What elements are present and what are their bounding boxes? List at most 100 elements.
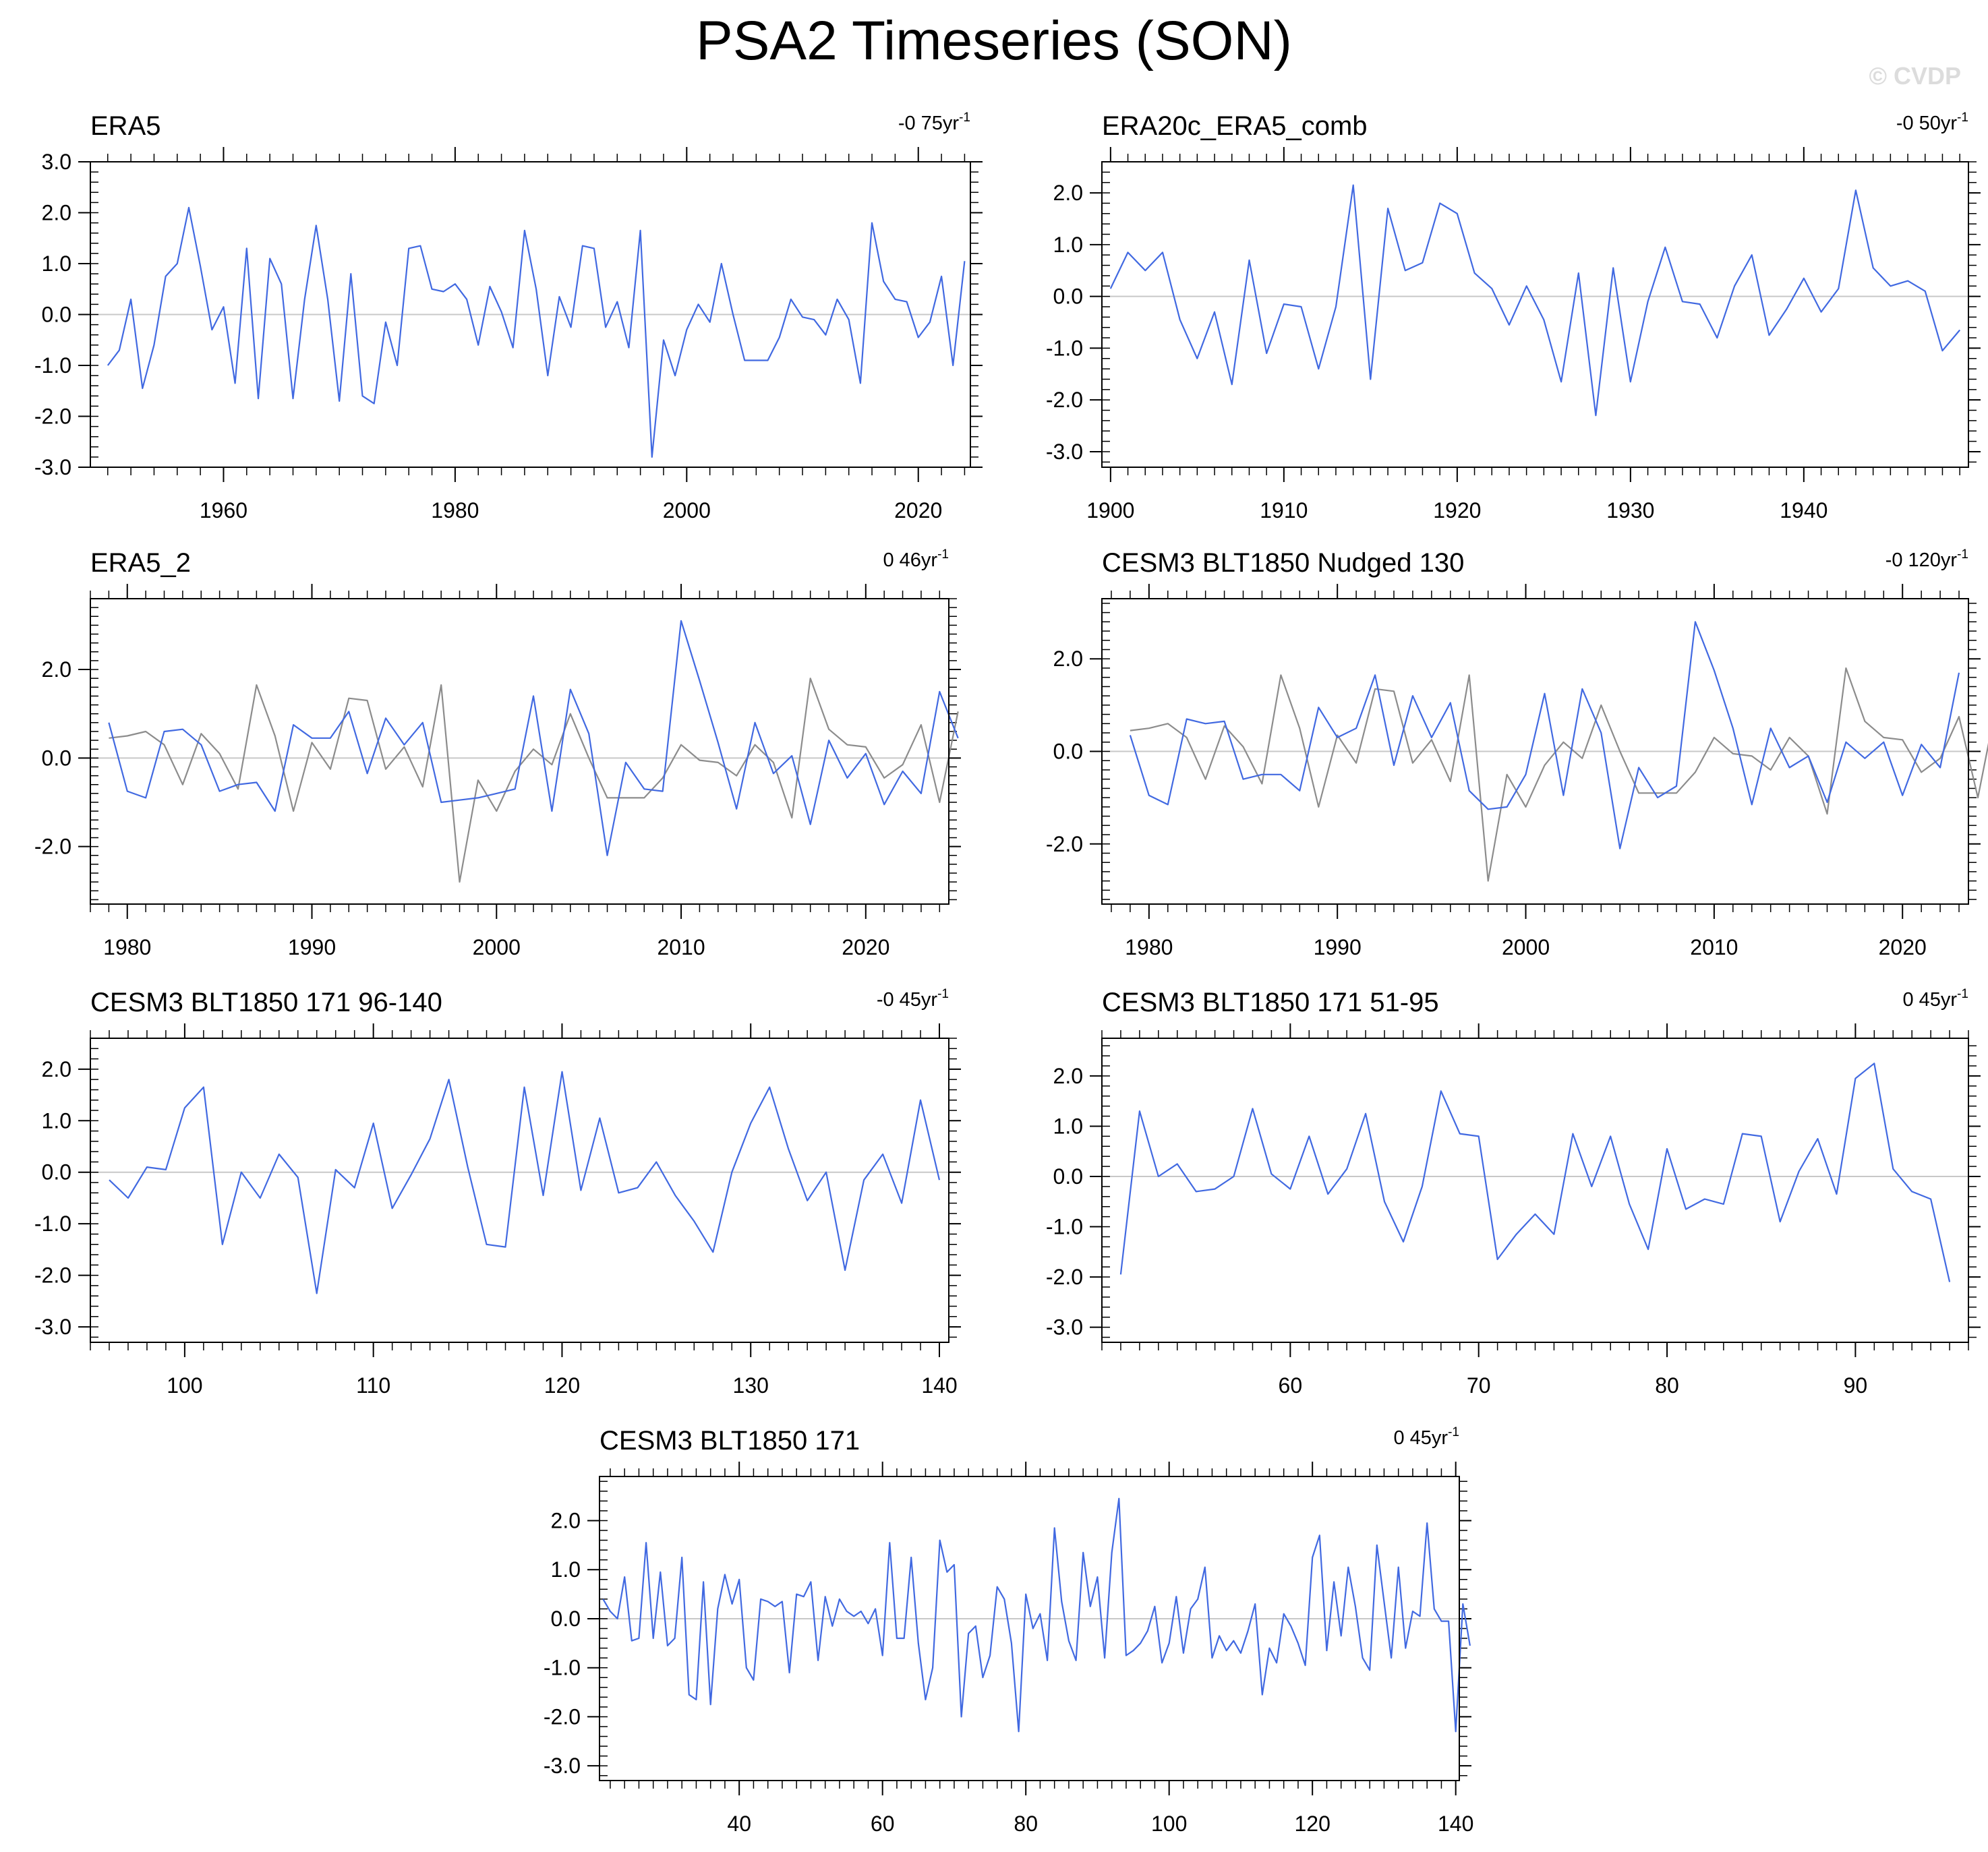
panel-7: -3.0 -2.0 -1.0 0.0 1.0 2.0 40 60 80 100 120 140 CESM… (544, 1425, 1474, 1836)
panel-3-y-tick-label: 2.0 (42, 657, 71, 682)
panel-5-x-tick-label: 140 (921, 1373, 957, 1398)
panel-6-trend: 0 45yr-1 (1902, 987, 1968, 1011)
panel-6-y-tick-label: 2.0 (1053, 1064, 1083, 1088)
panel-6-x-tick-label: 90 (1844, 1373, 1868, 1398)
panel-4-trend: -0 120yr-1 (1885, 547, 1968, 571)
panel-7-x-tick-label: 120 (1294, 1812, 1330, 1836)
panel-4-y-tick-label: 2.0 (1053, 647, 1083, 671)
panel-7-y-tick-label: -2.0 (544, 1704, 581, 1729)
panel-3-series-era5-2 (108, 620, 959, 856)
panel-5-y-tick-label: 0.0 (42, 1160, 71, 1185)
panel-5-y-tick-label: 1.0 (42, 1108, 71, 1133)
panel-2-y-tick-label: -2.0 (1046, 388, 1083, 412)
panel-6: -3.0 -2.0 -1.0 0.0 1.0 2.0 60 70 80 90 CESM3 BLT18… (1046, 987, 1981, 1398)
panel-1-y-tick-label: -2.0 (34, 405, 71, 429)
panel-4-y-tick-label: 0.0 (1053, 740, 1083, 764)
panel-3: -2.0 0.0 2.0 1980 1990 2000 2010 2020 ERA5_2 0 46… (34, 547, 961, 959)
panel-6-title: CESM3 BLT1850 171 51-95 (1102, 988, 1439, 1017)
panel-1: -3.0 -2.0 -1.0 0.0 1.0 2.0 3.0 1960 1980 2000 2020… (34, 111, 983, 522)
panel-4-y-tick-label: -2.0 (1046, 832, 1083, 856)
panel-3-title: ERA5_2 (90, 548, 191, 578)
panel-6-series-cesm3-blt1850-171-51-95 (1119, 1063, 1951, 1282)
panel-4-x-tick-label: 1990 (1314, 935, 1362, 959)
panel-7-x-tick-label: 80 (1014, 1812, 1038, 1836)
panel-7-x-tick-label: 40 (727, 1812, 751, 1836)
panel-2-x-tick-label: 1930 (1606, 498, 1654, 522)
panel-5-y-tick-label: 2.0 (42, 1057, 71, 1081)
panel-5-x-tick-label: 130 (733, 1373, 769, 1398)
panel-7-x-tick-label: 100 (1151, 1812, 1187, 1836)
panel-7-y-tick-label: 2.0 (551, 1508, 581, 1532)
panel-7-series-cesm3-blt1850-171 (602, 1497, 1471, 1733)
panel-1-frame (90, 161, 971, 468)
panel-2-y-tick-label: -3.0 (1046, 440, 1083, 464)
panel-6-y-tick-label: -1.0 (1046, 1215, 1083, 1239)
panel-7-title: CESM3 BLT1850 171 (600, 1426, 860, 1456)
panel-3-y-tick-label: -2.0 (34, 835, 71, 859)
panel-2-x-tick-label: 1940 (1780, 498, 1828, 522)
panel-1-series-era5 (107, 206, 966, 458)
panel-7-x-tick-label: 140 (1438, 1812, 1473, 1836)
page-title: PSA2 Timeseries (SON) (696, 10, 1292, 71)
panel-5-x-tick-label: 110 (356, 1373, 390, 1398)
panel-6-y-tick-label: 0.0 (1053, 1164, 1083, 1189)
panel-4-x-tick-label: 2020 (1879, 935, 1927, 959)
panel-7-trend: 0 45yr-1 (1393, 1425, 1459, 1449)
panel-6-y-tick-label: -3.0 (1046, 1315, 1083, 1340)
panel-7-y-tick-label: -1.0 (544, 1656, 581, 1680)
panel-2-series-era20c-era5-comb (1109, 184, 1961, 417)
panel-2-y-tick-label: 2.0 (1053, 181, 1083, 205)
panel-2-y-tick-label: -1.0 (1046, 336, 1083, 360)
panel-1-x-tick-label: 2020 (894, 498, 942, 522)
panel-1-y-tick-label: 1.0 (42, 251, 71, 276)
panel-1-y-tick-label: 3.0 (42, 150, 71, 174)
panel-1-title: ERA5 (90, 111, 161, 141)
panel-5-y-tick-label: -3.0 (34, 1315, 71, 1339)
watermark: © CVDP (1869, 62, 1961, 90)
panel-6-frame (1101, 1038, 1969, 1343)
panel-6-y-tick-label: 1.0 (1053, 1114, 1083, 1138)
panel-2-x-tick-label: 1920 (1433, 498, 1481, 522)
panel-6-x-tick-label: 60 (1279, 1373, 1303, 1398)
panel-5-x-tick-label: 100 (167, 1373, 202, 1398)
panel-2-trend: -0 50yr-1 (1896, 111, 1968, 134)
panel-7-y-tick-label: 0.0 (551, 1607, 581, 1631)
panel-5-frame (90, 1038, 949, 1343)
panel-3-x-tick-label: 2000 (473, 935, 521, 959)
panel-6-y-tick-label: -2.0 (1046, 1265, 1083, 1289)
panel-6-x-tick-label: 80 (1655, 1373, 1679, 1398)
panel-3-x-tick-label: 1990 (288, 935, 336, 959)
panel-4-series-cesm3-blt1850-nudged-130 (1129, 621, 1960, 849)
panel-4-x-tick-label: 2000 (1502, 935, 1550, 959)
panel-4: -2.0 0.0 2.0 1980 1990 2000 2010 2020 CESM3 BLT1… (1046, 547, 1988, 959)
panel-4-frame (1101, 598, 1969, 905)
panel-2-y-tick-label: 1.0 (1053, 233, 1083, 257)
panel-3-x-tick-label: 2010 (657, 935, 705, 959)
panel-1-trend: -0 75yr-1 (898, 111, 970, 134)
panel-1-y-tick-label: -1.0 (34, 353, 71, 378)
panel-3-y-tick-label: 0.0 (42, 746, 71, 770)
panel-2-title: ERA20c_ERA5_comb (1102, 111, 1368, 141)
panel-5: -3.0 -2.0 -1.0 0.0 1.0 2.0 100 110 120 130 140 CESM… (34, 987, 961, 1398)
panel-3-x-tick-label: 2020 (842, 935, 889, 959)
panel-2-x-tick-label: 1900 (1086, 498, 1134, 522)
panel-2-frame (1101, 161, 1969, 468)
panel-5-y-tick-label: -2.0 (34, 1263, 71, 1288)
panel-7-y-tick-label: 1.0 (551, 1557, 581, 1582)
panel-4-series-era5-reference (1130, 667, 1988, 882)
panel-3-frame (90, 598, 949, 905)
panel-7-y-tick-label: -3.0 (544, 1754, 581, 1778)
panel-5-title: CESM3 BLT1850 171 96-140 (90, 988, 442, 1017)
panel-1-y-tick-label: -3.0 (34, 455, 71, 479)
panel-4-x-tick-label: 1980 (1125, 935, 1173, 959)
panel-4-x-tick-label: 2010 (1690, 935, 1738, 959)
panel-2-y-tick-label: 0.0 (1053, 285, 1083, 309)
panel-1-y-tick-label: 2.0 (42, 201, 71, 225)
panel-4-title: CESM3 BLT1850 Nudged 130 (1102, 548, 1464, 578)
panel-7-frame (599, 1476, 1460, 1781)
panel-6-x-tick-label: 70 (1467, 1373, 1491, 1398)
panel-5-series-cesm3-blt1850-171-96-140 (109, 1071, 941, 1294)
panel-5-trend: -0 45yr-1 (877, 987, 949, 1011)
panel-2-x-tick-label: 1910 (1260, 498, 1308, 522)
